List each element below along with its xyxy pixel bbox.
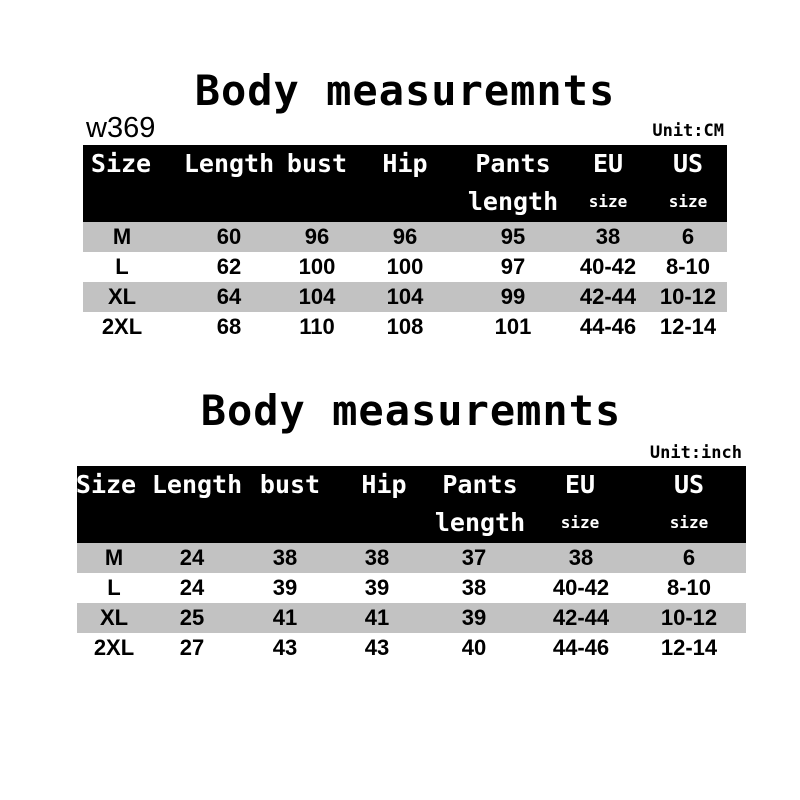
table-cell: 6: [682, 545, 696, 570]
table-cell: 44-46: [579, 314, 637, 339]
table-cell: 12-14: [659, 314, 717, 339]
table-cell: 2XL: [93, 635, 135, 660]
table-row: 2XL 68 110 108 101 44-46 12-14: [83, 312, 727, 342]
unit-label-inch: Unit:inch: [649, 443, 742, 463]
table-row: 2XL 27 43 43 40 44-46 12-14: [77, 633, 746, 663]
table-cell: 38: [272, 545, 298, 570]
table-cell: 10-12: [659, 284, 717, 309]
table-header: Size Length bust Hip Pants length EU size US size: [83, 145, 727, 222]
table-cell: M: [112, 224, 132, 249]
column-header: bust: [259, 470, 321, 499]
size-table-cm: Size Length bust Hip Pants length EU size US size…: [83, 145, 727, 342]
table-cell: 40: [461, 635, 487, 660]
table-cell: 62: [216, 254, 242, 279]
table-cell: 41: [364, 605, 390, 630]
table-cell: 38: [461, 575, 487, 600]
table-cell: 108: [386, 314, 424, 339]
column-header: bust: [286, 149, 348, 178]
table-cell: 100: [386, 254, 424, 279]
table-cell: 68: [216, 314, 242, 339]
table-cell: 37: [461, 545, 487, 570]
column-header: Size: [75, 470, 137, 499]
table-cell: 104: [298, 284, 336, 309]
table-cell: 24: [179, 545, 205, 570]
table-cell: 2XL: [101, 314, 143, 339]
table-cell: 60: [216, 224, 242, 249]
table-cell: 38: [595, 224, 621, 249]
size-table-inch: Size Length bust Hip Pants length EU size US size…: [75, 466, 746, 663]
column-header: EU: [564, 470, 596, 499]
table-cell: 38: [364, 545, 390, 570]
column-header: Hip: [361, 470, 407, 499]
column-header: US: [672, 149, 704, 178]
table-cell: 6: [681, 224, 695, 249]
column-header: Length: [183, 149, 275, 178]
table-cell: 97: [500, 254, 526, 279]
table-row: XL 25 41 41 39 42-44 10-12: [77, 603, 746, 633]
table-row: M 60 96 96 95 38 6: [83, 222, 727, 252]
table-cell: 96: [392, 224, 418, 249]
table-cell: 101: [494, 314, 532, 339]
table-cell: 39: [272, 575, 298, 600]
table-cell: 41: [272, 605, 298, 630]
column-header: size: [588, 192, 628, 211]
column-header: Pants: [442, 470, 518, 499]
table-cell: 64: [216, 284, 242, 309]
table-cell: 43: [272, 635, 298, 660]
table-row: L 24 39 39 38 40-42 8-10: [77, 573, 746, 603]
table-cell: 39: [461, 605, 487, 630]
column-header: US: [673, 470, 705, 499]
column-header: Pants: [475, 149, 551, 178]
table-cell: XL: [99, 605, 129, 630]
table-cell: 39: [364, 575, 390, 600]
cm-table-title: Body measuremnts: [194, 66, 616, 115]
table-cell: M: [104, 545, 124, 570]
table-cell: 25: [179, 605, 205, 630]
product-code: w369: [86, 112, 156, 144]
table-cell: 100: [298, 254, 336, 279]
table-cell: XL: [107, 284, 137, 309]
table-cell: L: [115, 254, 129, 279]
column-header: size: [560, 513, 600, 532]
table-header: Size Length bust Hip Pants length EU size US size: [75, 466, 746, 543]
table-cell: 40-42: [552, 575, 610, 600]
table-cell: 40-42: [579, 254, 637, 279]
column-header: size: [669, 513, 709, 532]
inch-table-title: Body measuremnts: [200, 386, 622, 435]
table-cell: 110: [299, 314, 335, 339]
table-row: M 24 38 38 37 38 6: [77, 543, 746, 573]
table-cell: 24: [179, 575, 205, 600]
table-cell: 104: [386, 284, 424, 309]
table-cell: 95: [500, 224, 526, 249]
table-cell: 8-10: [666, 575, 712, 600]
column-header: EU: [592, 149, 624, 178]
unit-label-cm: Unit:CM: [652, 121, 724, 141]
table-cell: 42-44: [552, 605, 610, 630]
table-row: XL 64 104 104 99 42-44 10-12: [83, 282, 727, 312]
column-header: size: [668, 192, 708, 211]
column-header: Length: [151, 470, 243, 499]
table-cell: 8-10: [665, 254, 711, 279]
table-cell: 44-46: [552, 635, 610, 660]
table-cell: L: [107, 575, 121, 600]
table-cell: 99: [500, 284, 526, 309]
column-header: length: [434, 508, 526, 537]
table-cell: 96: [304, 224, 330, 249]
table-cell: 10-12: [660, 605, 718, 630]
table-cell: 42-44: [579, 284, 637, 309]
table-row: L 62 100 100 97 40-42 8-10: [83, 252, 727, 282]
table-cell: 38: [568, 545, 594, 570]
table-cell: 43: [364, 635, 390, 660]
column-header: Hip: [382, 149, 428, 178]
column-header: length: [467, 187, 559, 216]
table-cell: 27: [179, 635, 205, 660]
column-header: Size: [90, 149, 152, 178]
table-cell: 12-14: [660, 635, 718, 660]
